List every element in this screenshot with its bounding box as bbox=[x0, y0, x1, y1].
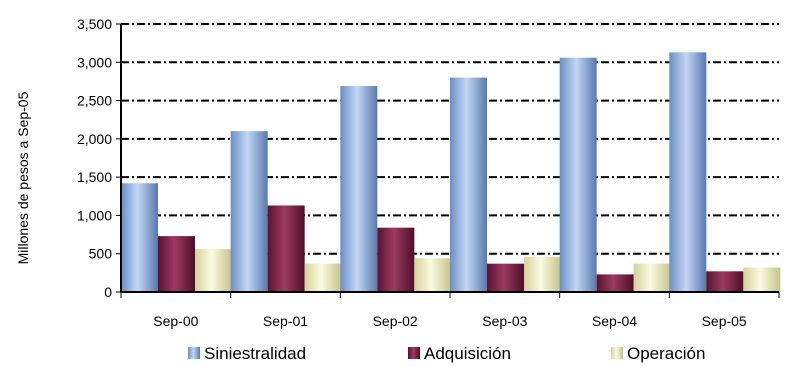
x-tick-label: Sep-03 bbox=[482, 313, 527, 329]
y-axis-title: Millones de pesos a Sep-05 bbox=[15, 91, 31, 264]
bar-siniestralidad-sep-04 bbox=[559, 57, 597, 292]
y-tick-label: 2,500 bbox=[77, 93, 112, 109]
bar-operaci-n-sep-02 bbox=[414, 258, 452, 292]
bar-operaci-n-sep-04 bbox=[633, 263, 671, 292]
bar-adquisici-n-sep-04 bbox=[596, 274, 634, 292]
bar-siniestralidad-sep-01 bbox=[230, 131, 268, 292]
bar-operaci-n-sep-00 bbox=[195, 249, 232, 292]
bar-adquisici-n-sep-00 bbox=[158, 236, 195, 292]
x-tick-label: Sep-05 bbox=[702, 313, 747, 329]
bar-operaci-n-sep-03 bbox=[524, 256, 561, 292]
bar-siniestralidad-sep-05 bbox=[669, 52, 707, 293]
bar-siniestralidad-sep-00 bbox=[121, 183, 158, 292]
x-tick-label: Sep-01 bbox=[263, 313, 308, 329]
bar-adquisici-n-sep-03 bbox=[487, 263, 524, 292]
x-tick-label: Sep-00 bbox=[153, 313, 198, 329]
legend-label: Adquisición bbox=[424, 344, 511, 363]
y-tick-label: 1,500 bbox=[77, 169, 112, 185]
legend-label: Operación bbox=[627, 344, 705, 363]
bar-siniestralidad-sep-02 bbox=[340, 86, 378, 292]
bar-adquisici-n-sep-01 bbox=[267, 205, 305, 292]
y-tick-label: 1,000 bbox=[77, 207, 112, 223]
bar-adquisici-n-sep-05 bbox=[706, 271, 744, 292]
bar-operaci-n-sep-01 bbox=[304, 263, 342, 292]
x-tick-label: Sep-02 bbox=[373, 313, 418, 329]
bar-adquisici-n-sep-02 bbox=[377, 227, 415, 292]
legend-label: Siniestralidad bbox=[204, 344, 306, 363]
legend-swatch bbox=[188, 347, 200, 359]
bar-siniestralidad-sep-03 bbox=[450, 77, 487, 292]
y-tick-label: 3,000 bbox=[77, 54, 112, 70]
bar-operaci-n-sep-05 bbox=[743, 267, 781, 292]
y-tick-label: 2,000 bbox=[77, 131, 112, 147]
y-tick-label: 0 bbox=[104, 284, 112, 300]
y-tick-label: 500 bbox=[89, 246, 113, 262]
legend-swatch bbox=[611, 347, 623, 359]
y-tick-label: 3,500 bbox=[77, 16, 112, 32]
legend-swatch bbox=[408, 347, 420, 359]
x-tick-label: Sep-04 bbox=[592, 313, 637, 329]
